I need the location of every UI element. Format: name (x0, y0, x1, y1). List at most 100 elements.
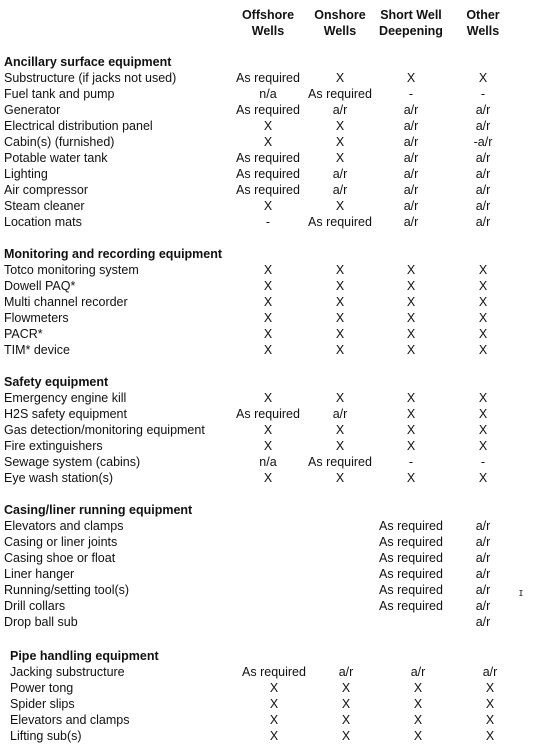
cell-onshore: X (335, 439, 345, 453)
row-label: Electrical distribution panel (4, 119, 153, 133)
row-label: H2S safety equipment (4, 407, 127, 421)
cell-other: a/r (475, 199, 491, 213)
cell-offshore: As required (236, 407, 300, 421)
table-row: Eye wash station(s) X X X X (0, 470, 542, 486)
row-label: Liner hanger (4, 567, 75, 581)
column-header-line1: Onshore (314, 8, 366, 22)
row-label: Gas detection/monitoring equipment (4, 423, 205, 437)
row-label: Dowell PAQ* (4, 279, 76, 293)
cell-onshore: X (335, 295, 345, 309)
cell-other: X (478, 295, 488, 309)
cell-onshore: As required (308, 455, 372, 469)
column-header-short-well: Short Well Deepening (366, 7, 456, 39)
table-row: Elevators and clamps As required a/r (0, 518, 542, 534)
cell-other: a/r (475, 615, 491, 629)
row-label: Power tong (10, 681, 74, 695)
row-label: PACR* (4, 327, 43, 341)
cell-onshore: X (341, 697, 351, 711)
cell-other: a/r (475, 119, 491, 133)
table-row: Air compressor As required a/r a/r a/r (0, 182, 542, 198)
table-row: Location mats - As required a/r a/r (0, 214, 542, 230)
row-label: Spider slips (10, 697, 75, 711)
cell-other: -a/r (473, 135, 493, 149)
table-row: Fuel tank and pump n/a As required - - (0, 86, 542, 102)
cell-onshore: X (341, 681, 351, 695)
cell-other: a/r (475, 567, 491, 581)
cell-onshore: a/r (332, 183, 348, 197)
table-row: Cabin(s) (furnished) X X a/r -a/r (0, 134, 542, 150)
cell-short-well: a/r (403, 167, 419, 181)
cell-short-well: X (406, 439, 416, 453)
cell-offshore: X (263, 423, 273, 437)
table-row: Drill collars As required a/r (0, 598, 542, 614)
table-row: Lifting sub(s) X X X X (0, 728, 542, 744)
cell-other: X (478, 471, 488, 485)
cell-other: X (478, 391, 488, 405)
row-label: Generator (4, 103, 61, 117)
cell-offshore: X (263, 327, 273, 341)
cell-short-well: a/r (403, 151, 419, 165)
row-label: Running/setting tool(s) (4, 583, 130, 597)
cell-other: X (478, 263, 488, 277)
row-label: Lifting sub(s) (10, 729, 82, 743)
cell-offshore: X (269, 681, 279, 695)
row-label: Flowmeters (4, 311, 69, 325)
cell-short-well: a/r (403, 199, 419, 213)
cell-onshore: X (335, 471, 345, 485)
table-row: Casing shoe or float As required a/r (0, 550, 542, 566)
row-label: Cabin(s) (furnished) (4, 135, 115, 149)
cell-other: a/r (475, 183, 491, 197)
table-row: PACR* X X X X (0, 326, 542, 342)
cell-short-well: X (413, 681, 423, 695)
cell-onshore: X (335, 423, 345, 437)
cell-other: a/r (475, 583, 491, 597)
cell-short-well: X (406, 71, 416, 85)
row-label: Jacking substructure (10, 665, 125, 679)
cell-other: - (480, 87, 486, 101)
table-row: Dowell PAQ* X X X X (0, 278, 542, 294)
column-header-offshore: Offshore Wells (223, 7, 313, 39)
cell-onshore: As required (308, 87, 372, 101)
table-row: Running/setting tool(s) As required a/r (0, 582, 542, 598)
cell-other: a/r (475, 519, 491, 533)
cell-onshore: a/r (332, 167, 348, 181)
row-label: TIM* device (4, 343, 70, 357)
cell-onshore: X (335, 311, 345, 325)
table-row: TIM* device X X X X (0, 342, 542, 358)
section-title: Ancillary surface equipment (4, 55, 172, 69)
table-row: Totco monitoring system X X X X (0, 262, 542, 278)
column-header-line1: Other (466, 8, 500, 22)
row-label: Air compressor (4, 183, 89, 197)
cell-offshore: As required (236, 71, 300, 85)
cell-other: a/r (475, 151, 491, 165)
column-header-line2: Wells (251, 24, 285, 38)
row-label: Substructure (if jacks not used) (4, 71, 177, 85)
row-label: Emergency engine kill (4, 391, 127, 405)
cell-short-well: As required (379, 551, 443, 565)
cell-offshore: As required (242, 665, 306, 679)
cell-other: a/r (475, 103, 491, 117)
cell-offshore: X (263, 263, 273, 277)
cell-other: X (478, 279, 488, 293)
cell-other: X (478, 343, 488, 357)
cell-onshore: a/r (332, 103, 348, 117)
cell-short-well: X (406, 311, 416, 325)
table-row: Emergency engine kill X X X X (0, 390, 542, 406)
cell-offshore: X (263, 343, 273, 357)
cell-short-well: - (408, 455, 414, 469)
cell-onshore: X (335, 263, 345, 277)
row-label: Fire extinguishers (4, 439, 103, 453)
cell-other: a/r (475, 167, 491, 181)
table-row: Sewage system (cabins) n/a As required -… (0, 454, 542, 470)
column-header-line2: Wells (466, 24, 500, 38)
cell-offshore: X (263, 135, 273, 149)
cell-offshore: X (263, 471, 273, 485)
section-title: Monitoring and recording equipment (4, 247, 223, 261)
cell-short-well: X (406, 471, 416, 485)
row-label: Sewage system (cabins) (4, 455, 141, 469)
cell-other: X (485, 681, 495, 695)
section-title: Casing/liner running equipment (4, 503, 193, 517)
cell-short-well: X (406, 279, 416, 293)
section-title: Safety equipment (4, 375, 109, 389)
cell-onshore: a/r (338, 665, 354, 679)
